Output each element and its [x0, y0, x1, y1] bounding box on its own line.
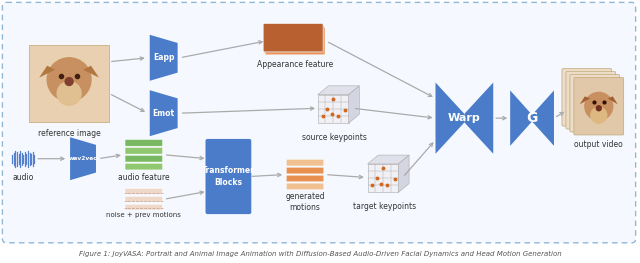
Polygon shape	[39, 66, 55, 78]
Polygon shape	[150, 35, 178, 81]
FancyBboxPatch shape	[264, 25, 324, 53]
FancyBboxPatch shape	[574, 78, 623, 135]
FancyBboxPatch shape	[570, 75, 620, 132]
Circle shape	[585, 92, 612, 120]
Text: reference image: reference image	[38, 129, 100, 138]
FancyBboxPatch shape	[125, 196, 163, 202]
Polygon shape	[367, 155, 409, 164]
FancyBboxPatch shape	[265, 27, 325, 55]
Circle shape	[65, 78, 73, 85]
Text: Figure 1: JoyVASA: Portrait and Animal Image Animation with Diffusion-Based Audi: Figure 1: JoyVASA: Portrait and Animal I…	[79, 251, 561, 257]
Polygon shape	[367, 164, 398, 193]
Circle shape	[591, 107, 607, 123]
Text: ~~~~~~~~~~: ~~~~~~~~~~	[123, 191, 164, 196]
FancyBboxPatch shape	[286, 167, 324, 174]
Circle shape	[596, 106, 601, 111]
Text: Appearance feature: Appearance feature	[257, 60, 333, 69]
FancyBboxPatch shape	[125, 155, 163, 162]
Text: output video: output video	[575, 140, 623, 149]
Circle shape	[57, 82, 81, 105]
Polygon shape	[317, 86, 359, 95]
Polygon shape	[349, 86, 359, 123]
Text: noise + prev motions: noise + prev motions	[106, 212, 181, 218]
Text: audio feature: audio feature	[118, 173, 170, 181]
Text: wav2vec: wav2vec	[68, 156, 97, 161]
FancyBboxPatch shape	[566, 72, 616, 129]
Text: G: G	[526, 111, 538, 125]
Polygon shape	[510, 90, 532, 146]
Polygon shape	[580, 96, 590, 104]
Polygon shape	[465, 83, 493, 154]
Polygon shape	[83, 66, 99, 78]
FancyBboxPatch shape	[29, 45, 109, 122]
FancyBboxPatch shape	[286, 159, 324, 166]
Circle shape	[47, 58, 91, 101]
Text: ~~~~~~~~~~: ~~~~~~~~~~	[123, 207, 164, 212]
Text: Transformer
Blocks: Transformer Blocks	[202, 166, 255, 187]
Text: target keypoints: target keypoints	[353, 202, 416, 211]
Text: source keypoints: source keypoints	[303, 133, 367, 142]
Polygon shape	[150, 90, 178, 136]
Text: Emot: Emot	[152, 109, 175, 118]
FancyBboxPatch shape	[125, 140, 163, 146]
Text: Eapp: Eapp	[153, 53, 175, 62]
Polygon shape	[532, 90, 554, 146]
FancyBboxPatch shape	[286, 175, 324, 182]
Text: generated
motions: generated motions	[285, 192, 325, 213]
Text: audio: audio	[13, 173, 34, 181]
FancyBboxPatch shape	[125, 204, 163, 210]
Polygon shape	[608, 96, 618, 104]
Text: Warp: Warp	[448, 113, 481, 123]
Polygon shape	[70, 137, 96, 180]
FancyBboxPatch shape	[286, 183, 324, 190]
Polygon shape	[435, 83, 465, 154]
FancyBboxPatch shape	[263, 24, 323, 51]
FancyBboxPatch shape	[205, 139, 252, 214]
FancyBboxPatch shape	[3, 2, 636, 243]
FancyBboxPatch shape	[125, 163, 163, 170]
Text: ~~~~~~~~~~: ~~~~~~~~~~	[123, 199, 164, 204]
FancyBboxPatch shape	[562, 69, 612, 126]
Polygon shape	[317, 95, 349, 123]
Polygon shape	[398, 155, 409, 193]
FancyBboxPatch shape	[125, 148, 163, 154]
FancyBboxPatch shape	[125, 189, 163, 194]
